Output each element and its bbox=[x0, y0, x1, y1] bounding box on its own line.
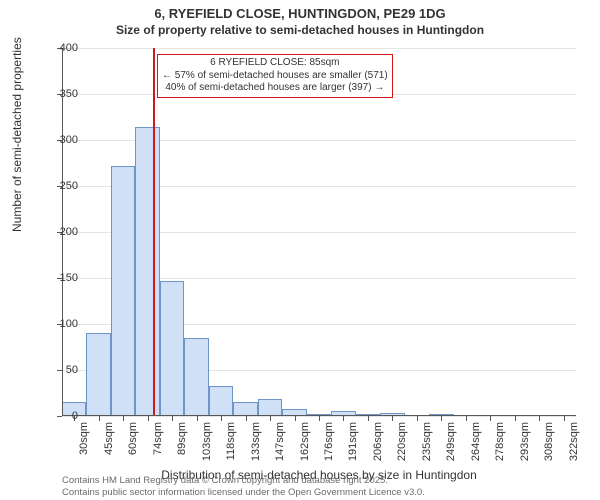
x-tick-label: 74sqm bbox=[152, 422, 164, 455]
x-tick bbox=[343, 416, 344, 421]
y-tick-label: 100 bbox=[38, 318, 78, 330]
x-tick bbox=[417, 416, 418, 421]
x-tick bbox=[466, 416, 467, 421]
histogram-bar bbox=[258, 399, 282, 416]
x-tick-label: 176sqm bbox=[323, 422, 335, 461]
x-tick-label: 264sqm bbox=[470, 422, 482, 461]
histogram-bar bbox=[135, 127, 159, 416]
x-tick-label: 191sqm bbox=[347, 422, 359, 461]
y-tick-label: 50 bbox=[38, 364, 78, 376]
y-tick-label: 150 bbox=[38, 272, 78, 284]
chart-title-block: 6, RYEFIELD CLOSE, HUNTINGDON, PE29 1DG … bbox=[0, 0, 600, 37]
x-tick-label: 118sqm bbox=[225, 422, 237, 460]
footer-line-1: Contains HM Land Registry data © Crown c… bbox=[62, 475, 425, 486]
histogram-bar bbox=[184, 338, 208, 416]
x-tick-label: 89sqm bbox=[176, 422, 188, 455]
x-tick bbox=[319, 416, 320, 421]
x-tick-label: 235sqm bbox=[421, 422, 433, 461]
y-tick-label: 300 bbox=[38, 134, 78, 146]
x-tick-label: 206sqm bbox=[372, 422, 384, 461]
x-tick-label: 30sqm bbox=[78, 422, 90, 455]
x-tick bbox=[99, 416, 100, 421]
x-tick bbox=[172, 416, 173, 421]
gridline bbox=[62, 48, 576, 49]
x-tick-label: 278sqm bbox=[494, 422, 506, 461]
annotation-line: 6 RYEFIELD CLOSE: 85sqm bbox=[162, 57, 388, 70]
footer-attribution: Contains HM Land Registry data © Crown c… bbox=[62, 475, 425, 498]
x-tick-label: 45sqm bbox=[103, 422, 115, 455]
histogram-bar bbox=[209, 386, 233, 416]
x-tick-label: 249sqm bbox=[445, 422, 457, 461]
x-axis-line bbox=[62, 415, 576, 416]
x-tick bbox=[515, 416, 516, 421]
x-tick-label: 162sqm bbox=[299, 422, 311, 461]
annotation-line: ← 57% of semi-detached houses are smalle… bbox=[162, 70, 388, 83]
x-tick-label: 60sqm bbox=[127, 422, 139, 455]
y-tick-label: 250 bbox=[38, 180, 78, 192]
x-tick bbox=[539, 416, 540, 421]
x-tick bbox=[197, 416, 198, 421]
x-tick-label: 308sqm bbox=[543, 422, 555, 461]
x-tick-label: 322sqm bbox=[568, 422, 580, 461]
x-tick bbox=[246, 416, 247, 421]
x-tick bbox=[368, 416, 369, 421]
annotation-box: 6 RYEFIELD CLOSE: 85sqm← 57% of semi-det… bbox=[157, 54, 393, 98]
x-tick-label: 133sqm bbox=[250, 422, 262, 461]
x-tick-label: 293sqm bbox=[519, 422, 531, 461]
x-tick bbox=[270, 416, 271, 421]
x-tick-label: 103sqm bbox=[201, 422, 213, 461]
histogram-bar bbox=[111, 166, 135, 416]
chart-title-main: 6, RYEFIELD CLOSE, HUNTINGDON, PE29 1DG bbox=[0, 6, 600, 21]
x-tick bbox=[392, 416, 393, 421]
chart-title-sub: Size of property relative to semi-detach… bbox=[0, 23, 600, 37]
y-tick-label: 400 bbox=[38, 42, 78, 54]
annotation-line: 40% of semi-detached houses are larger (… bbox=[162, 82, 388, 95]
histogram-bar bbox=[160, 281, 184, 416]
histogram-bar bbox=[86, 333, 110, 416]
x-tick bbox=[441, 416, 442, 421]
plot-region: 30sqm45sqm60sqm74sqm89sqm103sqm118sqm133… bbox=[62, 48, 576, 416]
y-tick-label: 200 bbox=[38, 226, 78, 238]
y-tick-label: 0 bbox=[38, 410, 78, 422]
property-marker-line bbox=[153, 48, 155, 416]
x-tick bbox=[221, 416, 222, 421]
footer-line-2: Contains public sector information licen… bbox=[62, 487, 425, 498]
x-tick bbox=[148, 416, 149, 421]
x-tick-label: 220sqm bbox=[396, 422, 408, 461]
histogram-bar bbox=[233, 402, 257, 416]
x-tick-label: 147sqm bbox=[274, 422, 286, 461]
y-axis-title: Number of semi-detached properties bbox=[10, 37, 24, 232]
x-tick bbox=[295, 416, 296, 421]
x-tick bbox=[490, 416, 491, 421]
chart-area: 30sqm45sqm60sqm74sqm89sqm103sqm118sqm133… bbox=[62, 48, 576, 416]
x-tick bbox=[564, 416, 565, 421]
y-tick-label: 350 bbox=[38, 88, 78, 100]
x-tick bbox=[123, 416, 124, 421]
